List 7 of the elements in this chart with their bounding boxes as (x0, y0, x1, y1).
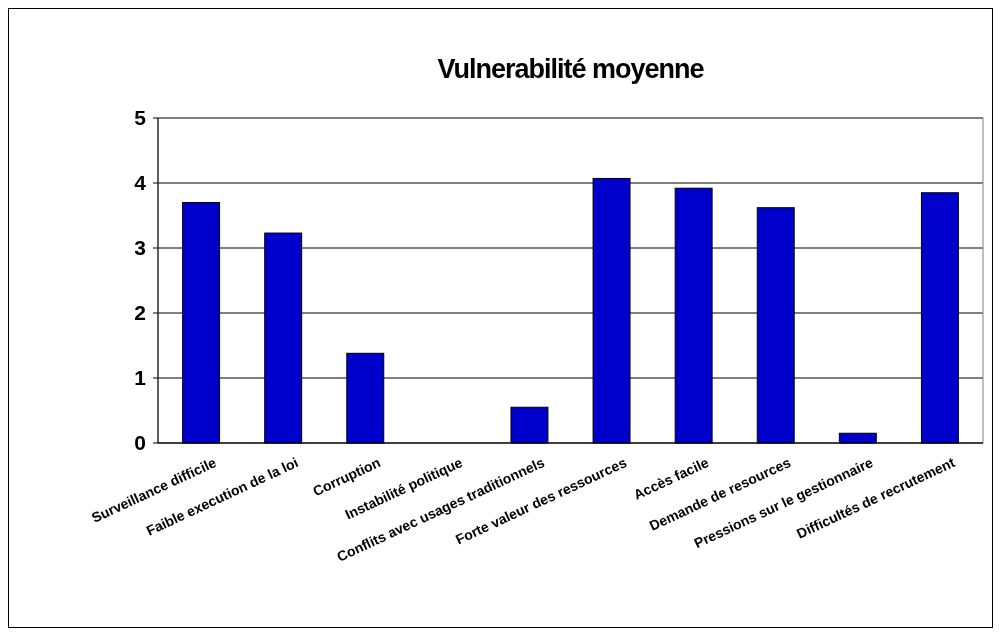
y-tick-label: 4 (134, 171, 147, 195)
y-tick-label: 5 (134, 106, 147, 130)
y-tick-label: 0 (134, 431, 146, 455)
y-tick-label: 2 (134, 301, 146, 325)
chart-title: Vulnerabilité moyenne (437, 54, 705, 84)
y-tick-label: 1 (134, 366, 147, 390)
y-tick-label: 3 (134, 236, 146, 260)
